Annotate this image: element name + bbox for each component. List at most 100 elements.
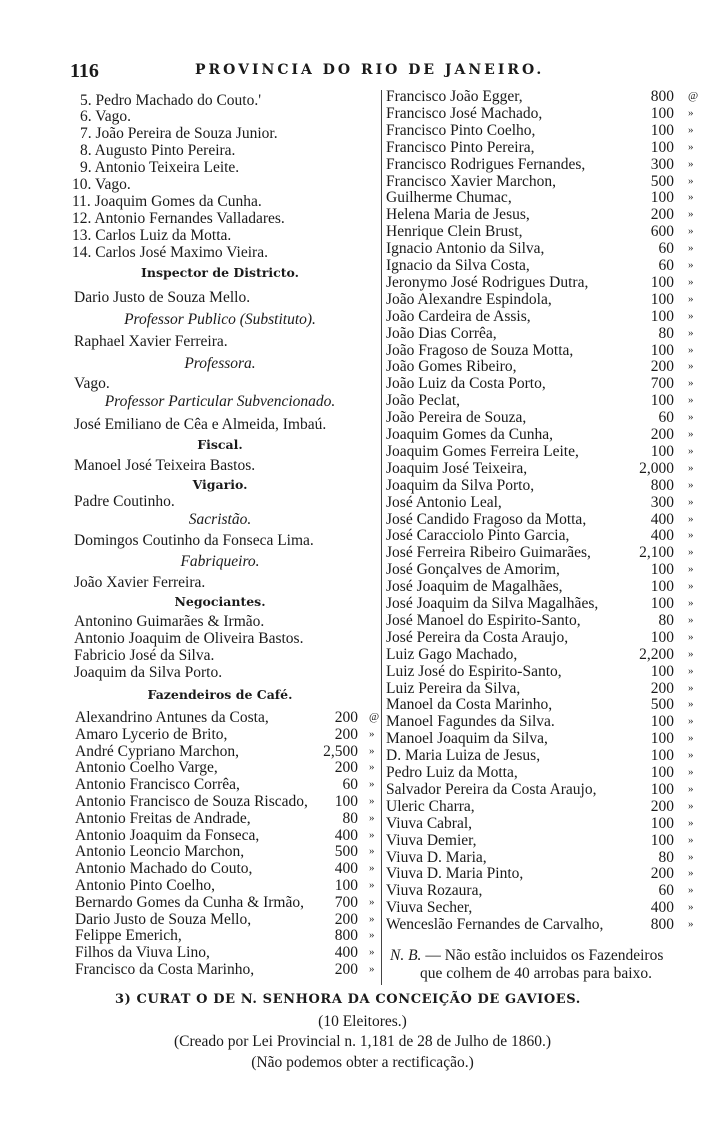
ditto-mark: @ xyxy=(688,90,699,102)
farmer-name: Antonio Freitas de Andrade, xyxy=(75,809,251,827)
farmer-row: Ignacio Antonio da Silva, 60 » xyxy=(386,240,725,257)
farmer-row: João Dias Corrêa, 80 » xyxy=(386,325,725,342)
farmer-quantity: 100 xyxy=(650,713,674,731)
name-entry: Joaquim da Silva Porto. xyxy=(74,664,223,681)
farmer-name: D. Maria Luiza de Jesus, xyxy=(386,747,541,765)
farmer-row: Antonio Leoncio Marchon, 500 » xyxy=(75,843,415,860)
ditto-mark: » xyxy=(688,850,694,863)
farmer-name: José Caracciolo Pinto Garcia, xyxy=(386,527,570,545)
ditto-mark: » xyxy=(369,778,375,791)
farmer-quantity: 100 xyxy=(650,273,674,291)
ditto-mark: » xyxy=(688,495,694,508)
farmer-quantity: 100 xyxy=(650,764,674,781)
ditto-mark: » xyxy=(688,833,694,846)
ditto-mark: » xyxy=(688,360,694,373)
farmer-name: Antonio Pinto Coelho, xyxy=(75,877,215,894)
farmer-quantity: 500 xyxy=(334,843,358,861)
ditto-mark: » xyxy=(688,444,694,457)
numbered-entry: 5. Pedro Machado do Couto.' xyxy=(80,92,262,109)
farmer-row: Joaquim da Silva Porto, 800 » xyxy=(386,477,725,494)
farmer-name: Joaquim da Silva Porto, xyxy=(386,476,535,494)
farmer-row: Wenceslão Fernandes de Carvalho, 800 » xyxy=(386,916,725,933)
farmer-name: José Candido Fragoso da Motta, xyxy=(386,510,587,528)
section-created: (Creado por Lei Provincial n. 1,181 de 2… xyxy=(173,1033,552,1050)
farmer-row: Guilherme Chumac, 100 » xyxy=(386,189,725,206)
farmer-row: Manoel da Costa Marinho, 500 » xyxy=(386,696,725,713)
ditto-mark: » xyxy=(369,744,375,757)
role-heading: Fabriqueiro. xyxy=(180,553,260,570)
farmer-quantity: 100 xyxy=(650,341,674,359)
farmer-row: D. Maria Luiza de Jesus, 100 » xyxy=(386,747,725,764)
farmer-row: Henrique Clein Brust, 600 » xyxy=(386,223,725,240)
page-number: 116 xyxy=(70,60,99,82)
farmer-quantity: 60 xyxy=(658,257,675,274)
farmer-quantity: 2,200 xyxy=(639,645,674,663)
farmer-row: Antonio Francisco Corrêa, 60 » xyxy=(75,776,415,793)
farmer-quantity: 300 xyxy=(650,493,674,511)
role-heading: Sacristão. xyxy=(188,511,252,528)
farmer-row: José Antonio Leal, 300 » xyxy=(386,494,725,511)
ditto-mark: » xyxy=(688,157,694,170)
farmer-name: Felippe Emerich, xyxy=(75,927,182,945)
farmer-quantity: 100 xyxy=(650,307,674,325)
ditto-mark: » xyxy=(688,749,694,762)
farmer-name: Viuva D. Maria Pinto, xyxy=(386,865,524,883)
farmer-quantity: 400 xyxy=(650,899,674,917)
name-entry: Dario Justo de Souza Mello. xyxy=(74,289,251,306)
farmer-name: Francisco Rodrigues Fernandes, xyxy=(386,155,586,173)
role-heading: Professora. xyxy=(184,355,256,372)
name-entry: Domingos Coutinho da Fonseca Lima. xyxy=(74,532,314,549)
name-entry: Raphael Xavier Ferreira. xyxy=(74,333,228,350)
farmer-row: João Alexandre Espindola, 100 » xyxy=(386,291,725,308)
farmer-name: Luiz José do Espirito-Santo, xyxy=(386,662,562,680)
farmer-row: José Joaquim da Silva Magalhães, 100 » xyxy=(386,595,725,612)
farmer-name: José Joaquim da Silva Magalhães, xyxy=(386,595,599,612)
farmer-quantity: 100 xyxy=(650,578,674,596)
farmer-row: Viuva Rozaura, 60 » xyxy=(386,882,725,899)
section-heading: Fiscal. xyxy=(197,437,243,452)
farmer-row: Francisco João Egger, 800 @ xyxy=(386,88,725,105)
farmer-name: José Joaquim de Magalhães, xyxy=(386,578,563,596)
ditto-mark: » xyxy=(688,664,694,677)
farmer-quantity: 100 xyxy=(334,793,358,810)
farmer-quantity: 300 xyxy=(650,155,674,173)
farmer-quantity: 100 xyxy=(334,877,358,894)
farmer-quantity: 100 xyxy=(650,595,674,612)
farmer-quantity: 80 xyxy=(342,809,359,827)
farmer-quantity: 80 xyxy=(658,324,675,342)
ditto-mark: » xyxy=(688,106,694,119)
farmer-quantity: 500 xyxy=(650,172,674,190)
farmer-name: Antonio Francisco de Souza Riscado, xyxy=(75,793,308,810)
farmer-name: João Alexandre Espindola, xyxy=(386,290,552,308)
farmer-quantity: 80 xyxy=(658,611,675,629)
farmer-row: Antonio Machado do Couto, 400 » xyxy=(75,860,415,877)
farmer-name: Ignacio Antonio da Silva, xyxy=(386,240,545,258)
farmer-name: Dario Justo de Souza Mello, xyxy=(75,910,252,928)
farmer-row: Bernardo Gomes da Cunha & Irmão, 700 » xyxy=(75,894,415,911)
farmer-quantity: 60 xyxy=(658,882,675,900)
farmer-row: Viuva Demier, 100 » xyxy=(386,832,725,849)
farmer-row: Luiz Pereira da Silva, 200 » xyxy=(386,680,725,697)
farmer-name: Antonio Francisco Corrêa, xyxy=(75,776,240,794)
farmer-quantity: 200 xyxy=(650,358,674,376)
numbered-entry: 10. Vago. xyxy=(72,176,131,193)
farmer-quantity: 60 xyxy=(658,409,675,427)
farmer-row: Francisco da Costa Marinho, 200 » xyxy=(75,961,415,978)
farmer-quantity: 400 xyxy=(334,826,358,844)
farmer-name: José Antonio Leal, xyxy=(386,493,502,511)
farmer-row: João Pereira de Souza, 60 » xyxy=(386,409,725,426)
ditto-mark: » xyxy=(369,795,375,807)
farmer-name: Francisco Pinto Coelho, xyxy=(386,121,536,139)
farmer-quantity: 400 xyxy=(650,527,674,545)
farmer-row: José Ferreira Ribeiro Guimarães, 2,100 » xyxy=(386,544,725,561)
farmer-row: Francisco Pinto Coelho, 100 » xyxy=(386,122,725,139)
farmer-row: Pedro Luiz da Motta, 100 » xyxy=(386,764,725,781)
note-line2: que colhem de 40 arrobas para baixo. xyxy=(420,965,652,982)
farmer-row: José Candido Fragoso da Motta, 400 » xyxy=(386,511,725,528)
farmer-row: Helena Maria de Jesus, 200 » xyxy=(386,206,725,223)
ditto-mark: » xyxy=(688,563,694,576)
farmer-row: João Gomes Ribeiro, 200 » xyxy=(386,358,725,375)
farmer-row: João Peclat, 100 » xyxy=(386,392,725,409)
farmer-row: Salvador Pereira da Costa Araujo, 100 » xyxy=(386,781,725,798)
farmer-name: Henrique Clein Brust, xyxy=(386,223,523,241)
